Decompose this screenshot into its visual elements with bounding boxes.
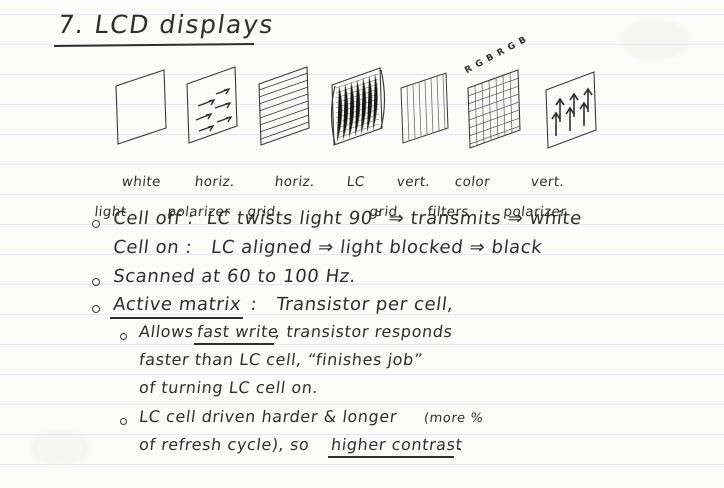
sub-bullet-marker-fast-write <box>120 333 127 340</box>
sub-bullet-marker-driven <box>120 418 127 425</box>
note-line-higher-contrast-term: higher contrast <box>330 435 464 454</box>
bullet-marker-active-matrix <box>92 305 100 313</box>
caption-line1: LC <box>346 174 366 190</box>
page-title-underline <box>53 42 255 48</box>
paper-blotch <box>620 20 690 60</box>
bullet-marker-scan-rate <box>92 278 100 286</box>
caption-line1: color <box>454 174 491 190</box>
caption-line1: white <box>121 174 162 190</box>
note-line-driven: LC cell driven harder & longer <box>138 407 404 426</box>
white-light-panel <box>110 64 172 152</box>
lcd-stack-diagram: R G B R G B <box>110 35 597 158</box>
color-filters-panel: R G B R G B <box>462 35 529 150</box>
active-matrix-underline <box>110 317 243 319</box>
horiz-polarizer-panel <box>182 62 244 150</box>
vert-grid-panel <box>396 64 458 152</box>
lc-panel <box>326 62 388 150</box>
note-line-active-matrix-rest: : Transistor per cell, <box>243 294 455 315</box>
note-line-turning-on: of turning LC cell on. <box>138 378 320 397</box>
note-line-allows-pre: Allows <box>138 322 201 341</box>
higher-contrast-underline <box>328 456 454 458</box>
note-line-cell-off: Cell off : LC twists light 90° ⇒ transmi… <box>112 208 584 229</box>
note-line-faster-than: faster than LC cell, “finishes job” <box>138 350 425 369</box>
diagram-caption-row: white light horiz. polarizer horiz. grid… <box>94 160 716 220</box>
note-line-refresh-post: . <box>456 435 465 454</box>
page-title: 7. LCD displays <box>56 10 277 39</box>
caption-line1: vert. <box>530 174 566 190</box>
fast-write-underline <box>194 343 274 345</box>
note-line-fast-write-term: fast write <box>196 322 280 341</box>
note-line-driven-paren: (more % <box>423 411 485 426</box>
vert-polarizer-panel <box>540 64 602 152</box>
caption-line1: horiz. <box>194 174 236 190</box>
note-line-cell-on: Cell on : LC aligned ⇒ light blocked ⇒ b… <box>112 237 544 258</box>
note-line-active-matrix-term: Active matrix <box>112 294 243 315</box>
note-line-allows-post: , transistor responds <box>274 322 454 341</box>
bullet-marker-cell-states <box>92 220 100 228</box>
note-line-refresh-pre: of refresh cycle), so <box>138 435 317 454</box>
horiz-grid-panel <box>254 62 316 150</box>
caption-line1: horiz. <box>274 174 316 190</box>
note-line-scanned: Scanned at 60 to 100 Hz. <box>112 266 358 287</box>
paper-blotch <box>30 430 90 466</box>
